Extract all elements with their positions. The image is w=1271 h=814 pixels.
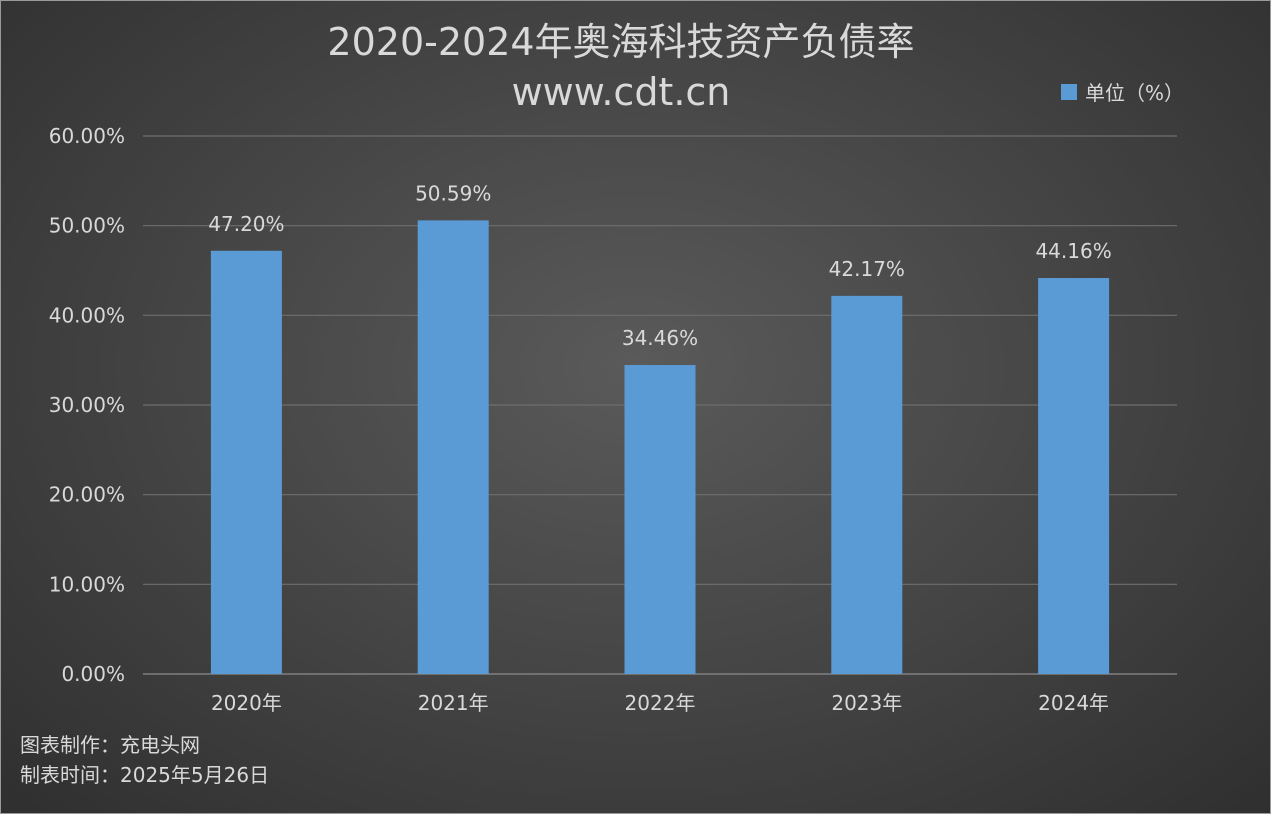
legend-label: 单位（%） <box>1085 81 1185 105</box>
y-tick-label: 40.00% <box>49 303 125 327</box>
chart-title: 2020-2024年奥海科技资产负债率 <box>327 20 915 64</box>
x-tick-label: 2024年 <box>1038 691 1109 715</box>
bar <box>210 250 282 675</box>
y-tick-label: 0.00% <box>61 662 125 686</box>
footer-credit: 图表制作：充电头网 <box>20 733 200 757</box>
x-tick-label: 2022年 <box>625 691 696 715</box>
y-tick-label: 60.00% <box>49 124 125 148</box>
x-tick-label: 2020年 <box>211 691 282 715</box>
chart-subtitle: www.cdt.cn <box>511 70 731 114</box>
data-label: 44.16% <box>1035 239 1111 263</box>
y-tick-label: 10.00% <box>49 572 125 596</box>
x-tick-label: 2021年 <box>418 691 489 715</box>
legend-swatch <box>1061 83 1077 100</box>
data-label: 34.46% <box>622 326 698 350</box>
data-label: 50.59% <box>415 181 491 205</box>
data-label: 47.20% <box>208 212 284 236</box>
bar <box>831 295 903 674</box>
footer-date: 制表时间：2025年5月26日 <box>20 763 270 787</box>
bar <box>624 365 696 674</box>
x-tick-label: 2023年 <box>831 691 902 715</box>
bar <box>1038 278 1110 674</box>
legend: 单位（%） <box>1061 77 1184 106</box>
data-label: 42.17% <box>829 257 905 281</box>
y-tick-label: 20.00% <box>49 483 125 507</box>
y-tick-label: 30.00% <box>49 393 125 417</box>
bar <box>417 220 489 674</box>
y-tick-label: 50.00% <box>49 214 125 238</box>
